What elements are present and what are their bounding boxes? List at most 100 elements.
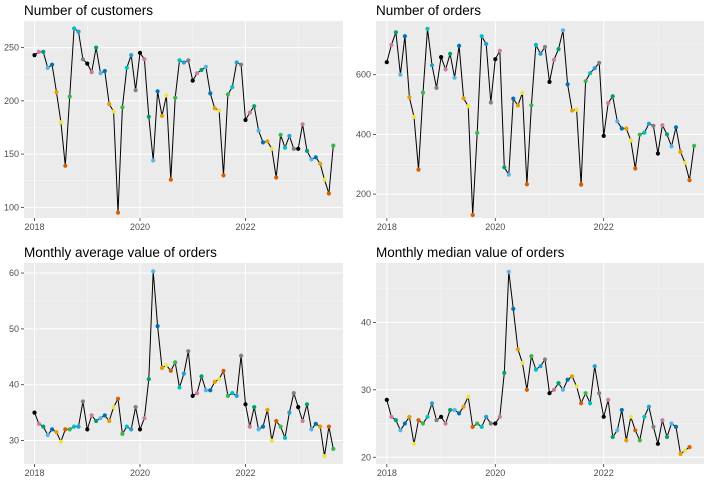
- data-point: [146, 114, 151, 119]
- data-point: [443, 67, 448, 72]
- data-point: [195, 391, 200, 396]
- panel-background: [24, 263, 343, 464]
- data-point: [488, 100, 493, 105]
- data-point: [506, 172, 511, 177]
- data-point: [637, 438, 642, 443]
- data-point: [393, 30, 398, 35]
- data-point: [515, 347, 521, 352]
- data-point: [434, 418, 439, 423]
- data-point: [159, 113, 165, 118]
- data-point: [687, 445, 692, 450]
- data-point: [133, 405, 138, 410]
- data-point: [296, 146, 301, 151]
- data-point: [429, 401, 435, 406]
- data-point: [234, 60, 239, 65]
- data-point: [94, 45, 99, 50]
- data-point: [32, 53, 37, 58]
- data-point: [606, 397, 611, 402]
- data-point: [610, 94, 615, 99]
- data-point: [151, 158, 156, 163]
- data-point: [260, 140, 266, 145]
- data-point: [448, 51, 453, 56]
- data-point: [651, 424, 656, 429]
- data-point: [502, 165, 507, 170]
- data-point: [533, 367, 539, 372]
- data-point: [448, 407, 453, 413]
- data-point: [538, 51, 543, 56]
- data-point: [155, 324, 160, 329]
- x-tick-label: 2022: [235, 468, 255, 478]
- data-point: [199, 374, 204, 379]
- data-point: [673, 125, 679, 130]
- data-point: [120, 431, 125, 436]
- data-point: [269, 146, 274, 151]
- data-point: [669, 144, 674, 149]
- y-tick-label: 150: [4, 149, 19, 159]
- data-point: [420, 90, 426, 95]
- data-point: [63, 163, 68, 168]
- data-point: [309, 427, 314, 432]
- data-point: [565, 377, 570, 382]
- data-point: [660, 123, 665, 128]
- data-point: [466, 104, 471, 109]
- data-point: [520, 90, 525, 95]
- y-tick-label: 40: [9, 380, 19, 390]
- data-point: [583, 79, 588, 84]
- data-point: [466, 394, 471, 399]
- panel-title: Number of customers: [24, 3, 153, 18]
- data-point: [416, 167, 421, 172]
- data-point: [646, 404, 652, 409]
- y-tick-label: 50: [9, 324, 19, 334]
- data-point: [221, 368, 226, 373]
- x-tick-label: 2020: [130, 222, 150, 232]
- data-point: [181, 60, 186, 65]
- data-point: [452, 407, 457, 413]
- data-point: [579, 401, 584, 406]
- data-point: [475, 421, 480, 426]
- data-point: [239, 62, 244, 67]
- data-point: [208, 91, 213, 96]
- data-point: [151, 269, 156, 274]
- data-point: [115, 210, 121, 215]
- data-point: [300, 122, 305, 127]
- data-point: [633, 166, 638, 171]
- y-tick-label: 200: [4, 96, 19, 106]
- data-point: [389, 414, 394, 419]
- data-point: [470, 212, 475, 218]
- data-point: [80, 57, 85, 62]
- data-point: [560, 387, 566, 392]
- data-point: [102, 413, 107, 418]
- data-point: [225, 92, 230, 97]
- data-point: [682, 448, 688, 453]
- data-point: [547, 79, 552, 84]
- data-point: [89, 70, 94, 75]
- data-point: [243, 117, 248, 123]
- data-point: [137, 50, 143, 56]
- data-point: [36, 421, 42, 426]
- data-point: [265, 139, 270, 144]
- data-point: [32, 410, 37, 415]
- panel-number-of-orders: 200 400 600 2018 2020 2022 Number of orders: [356, 3, 704, 232]
- data-point: [669, 421, 674, 426]
- data-point: [168, 177, 173, 182]
- data-point: [89, 413, 94, 418]
- data-point: [181, 371, 186, 376]
- x-tick-label: 2022: [594, 468, 614, 478]
- data-point: [331, 446, 336, 451]
- data-point: [542, 44, 548, 50]
- data-point: [416, 418, 421, 423]
- data-point: [461, 96, 466, 101]
- data-point: [239, 353, 244, 358]
- data-point: [484, 414, 489, 419]
- data-point: [208, 388, 213, 393]
- data-point: [322, 177, 327, 182]
- data-point: [155, 89, 160, 94]
- y-tick-label: 20: [361, 452, 371, 462]
- data-point: [212, 379, 217, 384]
- data-point: [256, 427, 261, 432]
- y-tick-label: 30: [9, 436, 19, 446]
- data-point: [54, 90, 59, 95]
- data-point: [655, 151, 661, 156]
- panel-number-of-customers: 100 150 200 250 2018 2020 2022 Number of custom…: [4, 3, 343, 232]
- x-tick-label: 2020: [485, 222, 505, 232]
